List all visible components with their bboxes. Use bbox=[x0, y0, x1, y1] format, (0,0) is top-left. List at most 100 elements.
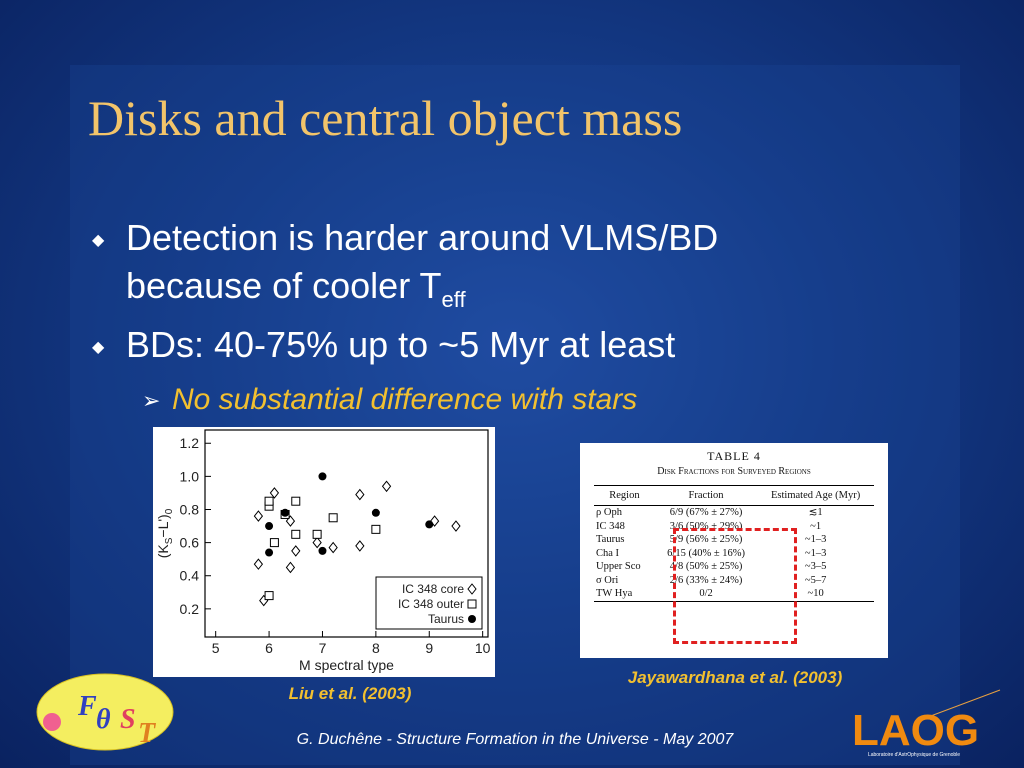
point bbox=[318, 546, 327, 555]
bullet-icon: ◆ bbox=[92, 232, 105, 249]
point bbox=[355, 540, 365, 552]
highlight-box bbox=[673, 528, 797, 644]
table-row: TW Hya 0/2 ~10 bbox=[594, 587, 874, 602]
table-row: Upper Sco 4/8 (50% ± 25%) ~3–5 bbox=[594, 560, 874, 574]
table-cell: σ Ori bbox=[596, 574, 619, 586]
table-header: Estimated Age (Myr) bbox=[757, 485, 874, 506]
table-cell: Taurus bbox=[596, 534, 625, 545]
subbullet-text: No substantial difference with stars bbox=[172, 383, 637, 416]
point bbox=[371, 508, 380, 517]
point bbox=[253, 510, 264, 522]
bullet-text: BDs: 40-75% up to ~5 Myr at least bbox=[126, 324, 675, 365]
point bbox=[291, 496, 301, 506]
table-cell: 6/15 (40% ± 16%) bbox=[667, 547, 745, 559]
table-header: Fraction bbox=[654, 485, 758, 506]
point bbox=[265, 522, 274, 531]
table-cell: ~1 bbox=[810, 520, 822, 532]
table-cell: ~5–7 bbox=[804, 574, 827, 586]
table-cell: IC 348 bbox=[596, 520, 625, 532]
logo-arc bbox=[919, 689, 1001, 721]
legend-label: Taurus bbox=[428, 612, 464, 626]
legend-marker bbox=[467, 599, 477, 609]
table-row: Cha I 6/15 (40% ± 16%) ~1–3 bbox=[594, 547, 874, 561]
legend-box bbox=[375, 576, 483, 630]
caption: Liu et al. (2003) bbox=[289, 684, 412, 703]
point bbox=[285, 561, 296, 574]
table-cell: ~1–3 bbox=[804, 534, 827, 545]
point bbox=[264, 496, 274, 506]
table-cell: ~10 bbox=[757, 587, 874, 602]
point bbox=[318, 472, 327, 481]
table-cell: 4/8 (50% ± 25%) bbox=[669, 561, 743, 572]
logo-fost bbox=[36, 673, 174, 751]
scatter-plot: 0.2 0.4 0.6 0.8 1.0 1.2 5 6 7 8 9 10 M spectral type… bbox=[155, 429, 491, 673]
logo-letter: T bbox=[138, 718, 157, 749]
y-axis-label-part: S bbox=[164, 537, 175, 544]
table-header: Region bbox=[594, 485, 655, 506]
y-tick-label: 0.4 bbox=[180, 568, 200, 584]
y-axis-label-part: −L') bbox=[155, 514, 171, 537]
legend-label: IC 348 outer bbox=[398, 597, 464, 611]
footer: G. Duchêne - Structure Formation in the … bbox=[297, 731, 735, 748]
y-tick-label: 1.0 bbox=[180, 468, 200, 484]
table-cell: TW Hya bbox=[594, 587, 655, 602]
legend-marker bbox=[468, 615, 476, 623]
logo-laog-sub: Laboratoire d'AstrOphysique de Grenoble bbox=[868, 752, 960, 758]
logo-letter: θ bbox=[96, 704, 111, 735]
logo-letter: S bbox=[120, 704, 136, 735]
table-cell: 6/9 (67% ± 27%) bbox=[669, 507, 743, 518]
subscript: eff bbox=[442, 287, 467, 312]
point bbox=[312, 529, 322, 539]
table-cell: 2/6 (33% ± 24%) bbox=[669, 574, 743, 586]
x-tick-label: 5 bbox=[212, 640, 220, 656]
y-axis-label-part: (K bbox=[155, 544, 171, 559]
x-tick-label: 10 bbox=[475, 640, 491, 656]
table-row: IC 348 3/6 (50% ± 29%) ~1 bbox=[594, 520, 874, 534]
plot-frame bbox=[204, 429, 489, 638]
legend-label: IC 348 core bbox=[402, 582, 464, 596]
point bbox=[312, 536, 322, 549]
legend-marker bbox=[467, 583, 477, 595]
table-cell: 0/2 bbox=[654, 587, 758, 602]
table-row: ρ Oph 6/9 (67% ± 27%) ≲1 bbox=[594, 506, 874, 520]
x-tick-label: 7 bbox=[319, 640, 327, 656]
subbullet-icon: ➢ bbox=[142, 388, 160, 413]
caption: Jayawardhana et al. (2003) bbox=[628, 668, 843, 687]
point bbox=[328, 513, 338, 523]
table-cell: ≲1 bbox=[808, 507, 823, 518]
point bbox=[451, 520, 461, 532]
y-tick-label: 0.6 bbox=[180, 535, 200, 551]
point bbox=[264, 591, 274, 601]
point bbox=[269, 538, 279, 548]
table-cell: Cha I bbox=[596, 547, 620, 559]
table-cell: 3/6 (50% ± 29%) bbox=[669, 520, 743, 532]
point bbox=[291, 529, 301, 539]
bullet-text: Detection is harder around VLMS/BD bbox=[126, 217, 718, 258]
table-cell: ρ Oph bbox=[596, 507, 622, 518]
point bbox=[425, 520, 434, 529]
logo-laog: LAOG bbox=[852, 706, 979, 755]
logo-letter: F bbox=[77, 691, 97, 722]
table-row: σ Ori 2/6 (33% ± 24%) ~5–7 bbox=[594, 574, 874, 588]
table-subtitle: Disk Fractions for Surveyed Regions bbox=[657, 466, 811, 477]
point bbox=[381, 480, 392, 493]
table-cell: Upper Sco bbox=[596, 561, 641, 572]
table-cell: ~3–5 bbox=[804, 561, 827, 572]
x-axis-label: M spectral type bbox=[299, 657, 394, 673]
table: TABLE 4 Disk Fractions for Surveyed Regi… bbox=[580, 443, 888, 658]
table-cell: ~1–3 bbox=[804, 547, 827, 559]
y-tick-label: 0.2 bbox=[180, 601, 200, 617]
y-tick-label: 1.2 bbox=[180, 435, 200, 451]
point bbox=[265, 548, 274, 557]
table-title: TABLE 4 bbox=[707, 449, 761, 463]
y-axis-label-part: 0 bbox=[164, 508, 175, 514]
x-tick-label: 9 bbox=[425, 640, 433, 656]
table-grid: Region Fraction Estimated Age (Myr) ρ Oph 6/… bbox=[594, 485, 874, 602]
y-tick-label: 0.8 bbox=[180, 501, 200, 517]
table-row: Taurus 5/9 (56% ± 25%) ~1–3 bbox=[594, 533, 874, 547]
point bbox=[371, 524, 381, 534]
point bbox=[253, 558, 264, 570]
bullet-text: because of cooler T bbox=[126, 265, 442, 306]
